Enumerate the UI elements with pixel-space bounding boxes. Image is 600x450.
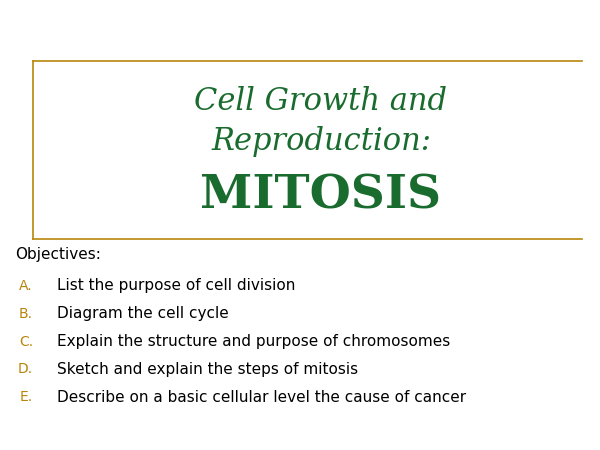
Text: Describe on a basic cellular level the cause of cancer: Describe on a basic cellular level the c…: [57, 390, 466, 405]
Text: Explain the structure and purpose of chromosomes: Explain the structure and purpose of chr…: [57, 334, 450, 349]
Text: List the purpose of cell division: List the purpose of cell division: [57, 278, 295, 293]
Text: Objectives:: Objectives:: [15, 247, 101, 262]
Text: B.: B.: [19, 306, 33, 321]
Text: Sketch and explain the steps of mitosis: Sketch and explain the steps of mitosis: [57, 362, 358, 377]
Text: MITOSIS: MITOSIS: [200, 173, 442, 219]
Text: A.: A.: [19, 279, 33, 293]
Text: Reproduction:: Reproduction:: [211, 126, 431, 157]
Text: E.: E.: [20, 390, 33, 405]
Text: Cell Growth and: Cell Growth and: [194, 86, 448, 117]
Text: D.: D.: [18, 362, 33, 377]
Text: Diagram the cell cycle: Diagram the cell cycle: [57, 306, 229, 321]
Text: C.: C.: [19, 334, 33, 349]
